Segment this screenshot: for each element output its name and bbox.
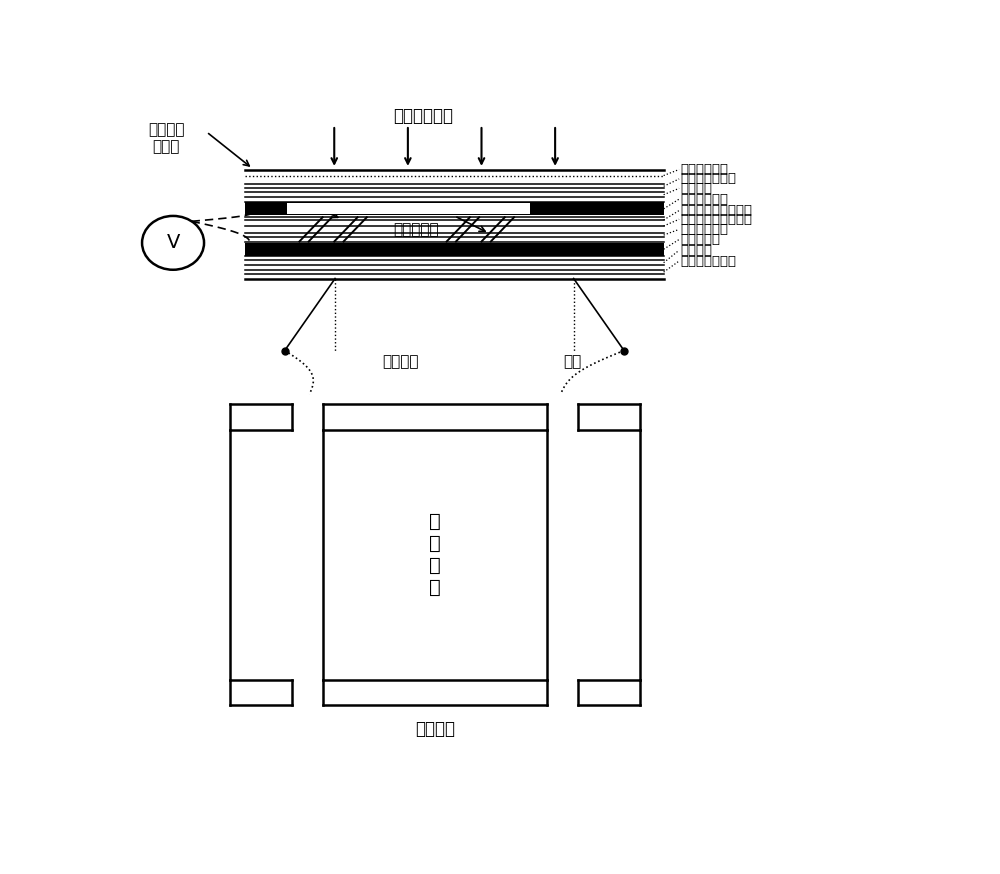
Text: 第二液晶初始取向层: 第二液晶初始取向层 bbox=[680, 212, 752, 225]
Text: 长
方
光
孔: 长 方 光 孔 bbox=[429, 512, 441, 597]
Text: 长方亮环: 长方亮环 bbox=[415, 720, 455, 739]
Text: 第一红外增透膜: 第一红外增透膜 bbox=[680, 172, 736, 185]
Text: 红外入射光束: 红外入射光束 bbox=[393, 108, 453, 125]
Text: V: V bbox=[166, 233, 180, 253]
Text: 液晶材料层: 液晶材料层 bbox=[393, 222, 438, 237]
Text: 光束发散: 光束发散 bbox=[382, 355, 418, 370]
Text: 第二基片: 第二基片 bbox=[680, 244, 712, 257]
Text: 公共电极层: 公共电极层 bbox=[680, 233, 720, 246]
Text: 第二红外增透膜: 第二红外增透膜 bbox=[680, 254, 736, 267]
Text: 图形化电极层: 图形化电极层 bbox=[680, 163, 728, 176]
Text: 第二电隔离层: 第二电隔离层 bbox=[680, 223, 728, 236]
Bar bbox=[245, 203, 664, 215]
Text: 单元液晶
微柱镜: 单元液晶 微柱镜 bbox=[148, 121, 184, 154]
Bar bbox=[287, 204, 530, 214]
Bar bbox=[245, 243, 664, 255]
Text: 亮环: 亮环 bbox=[563, 355, 581, 370]
Text: 第一电隔离层: 第一电隔离层 bbox=[680, 192, 728, 205]
Text: 第一液晶初始取向层: 第一液晶初始取向层 bbox=[680, 204, 752, 217]
Text: 第一基片: 第一基片 bbox=[680, 182, 712, 195]
